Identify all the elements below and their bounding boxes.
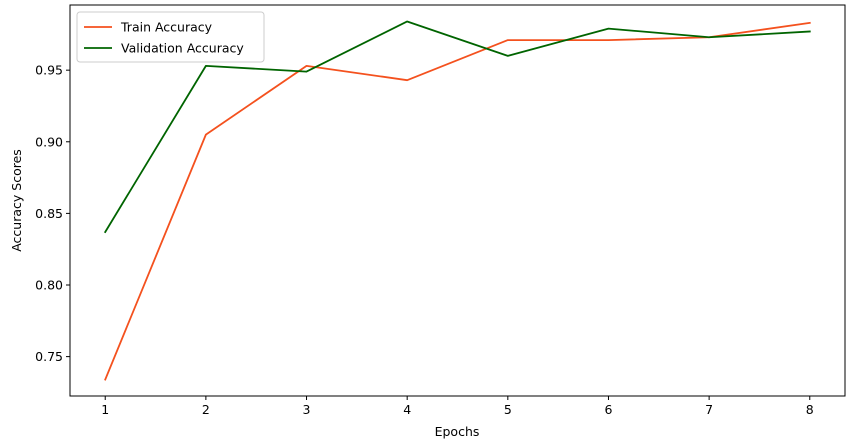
x-tick-label: 4 (403, 402, 411, 417)
x-tick-label: 2 (202, 402, 210, 417)
y-tick-label: 0.95 (35, 63, 63, 78)
x-tick-label: 7 (705, 402, 713, 417)
y-axis-title: Accuracy Scores (9, 149, 24, 252)
plot-area (103, 20, 811, 381)
plot-frame (69, 4, 846, 397)
x-tick-label: 6 (604, 402, 612, 417)
legend: Train Accuracy Validation Accuracy (76, 11, 265, 63)
series-line-validation-accuracy (103, 20, 811, 234)
y-axis: 0.75 0.80 0.85 0.90 0.95 (35, 63, 70, 364)
x-axis-title: Epochs (435, 424, 480, 439)
legend-label-train-accuracy: Train Accuracy (120, 20, 213, 35)
legend-label-validation-accuracy: Validation Accuracy (121, 41, 244, 56)
y-tick-label: 0.75 (35, 349, 63, 364)
x-tick-label: 3 (303, 402, 311, 417)
x-axis: 1 2 3 4 5 6 7 8 (101, 396, 814, 417)
y-tick-label: 0.80 (35, 278, 63, 293)
x-tick-label: 5 (504, 402, 512, 417)
series-line-train-accuracy (104, 21, 811, 381)
y-tick-label: 0.90 (35, 134, 63, 149)
x-tick-label: 8 (806, 402, 814, 417)
y-tick-label: 0.85 (35, 206, 63, 221)
x-tick-label: 1 (101, 402, 109, 417)
legend-box (76, 11, 265, 63)
